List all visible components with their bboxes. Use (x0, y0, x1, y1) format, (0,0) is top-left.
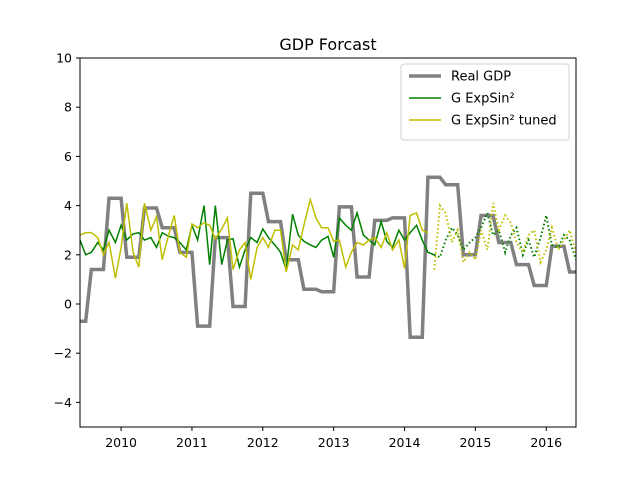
series-line-g-expsin (80, 205, 435, 270)
series-line-real-gdp (80, 175, 576, 339)
axes-frame (79, 57, 577, 428)
x-tick-label: 2012 (247, 435, 279, 450)
legend-label: G ExpSin² (451, 92, 515, 107)
y-tick-label: −4 (54, 395, 72, 410)
legend-label: Real GDP (451, 70, 511, 85)
x-tick-label: 2011 (176, 435, 208, 450)
axes: 2010 2011 2012 2013 2014 2015 2016 −4 −2 0 2 4 6 8 10 (54, 51, 577, 450)
y-tick-label: 8 (64, 100, 72, 115)
y-tick-label: 0 (64, 297, 72, 312)
chart-title: GDP Forcast (279, 35, 376, 54)
x-tick-label: 2010 (105, 435, 137, 450)
plot-area (80, 175, 576, 339)
y-tick-label: 4 (64, 198, 72, 213)
y-tick-label: 10 (56, 51, 72, 66)
x-tick-label: 2013 (318, 435, 350, 450)
series-line-g-expsin-tuned (80, 196, 429, 280)
y-tick-label: 6 (64, 149, 72, 164)
legend-box (400, 63, 570, 141)
x-tick-label: 2015 (459, 435, 491, 450)
legend: Real GDP G ExpSin² G ExpSin² tuned (400, 63, 570, 141)
x-tick-label: 2016 (530, 435, 562, 450)
y-tick-label: −2 (54, 346, 72, 361)
x-tick-label: 2014 (389, 435, 421, 450)
series-line-forecast-tuned-dotted (433, 202, 576, 270)
legend-label: G ExpSin² tuned (451, 114, 557, 129)
series-line-forecast-model-dotted (433, 209, 576, 261)
y-tick-label: 2 (64, 247, 72, 262)
